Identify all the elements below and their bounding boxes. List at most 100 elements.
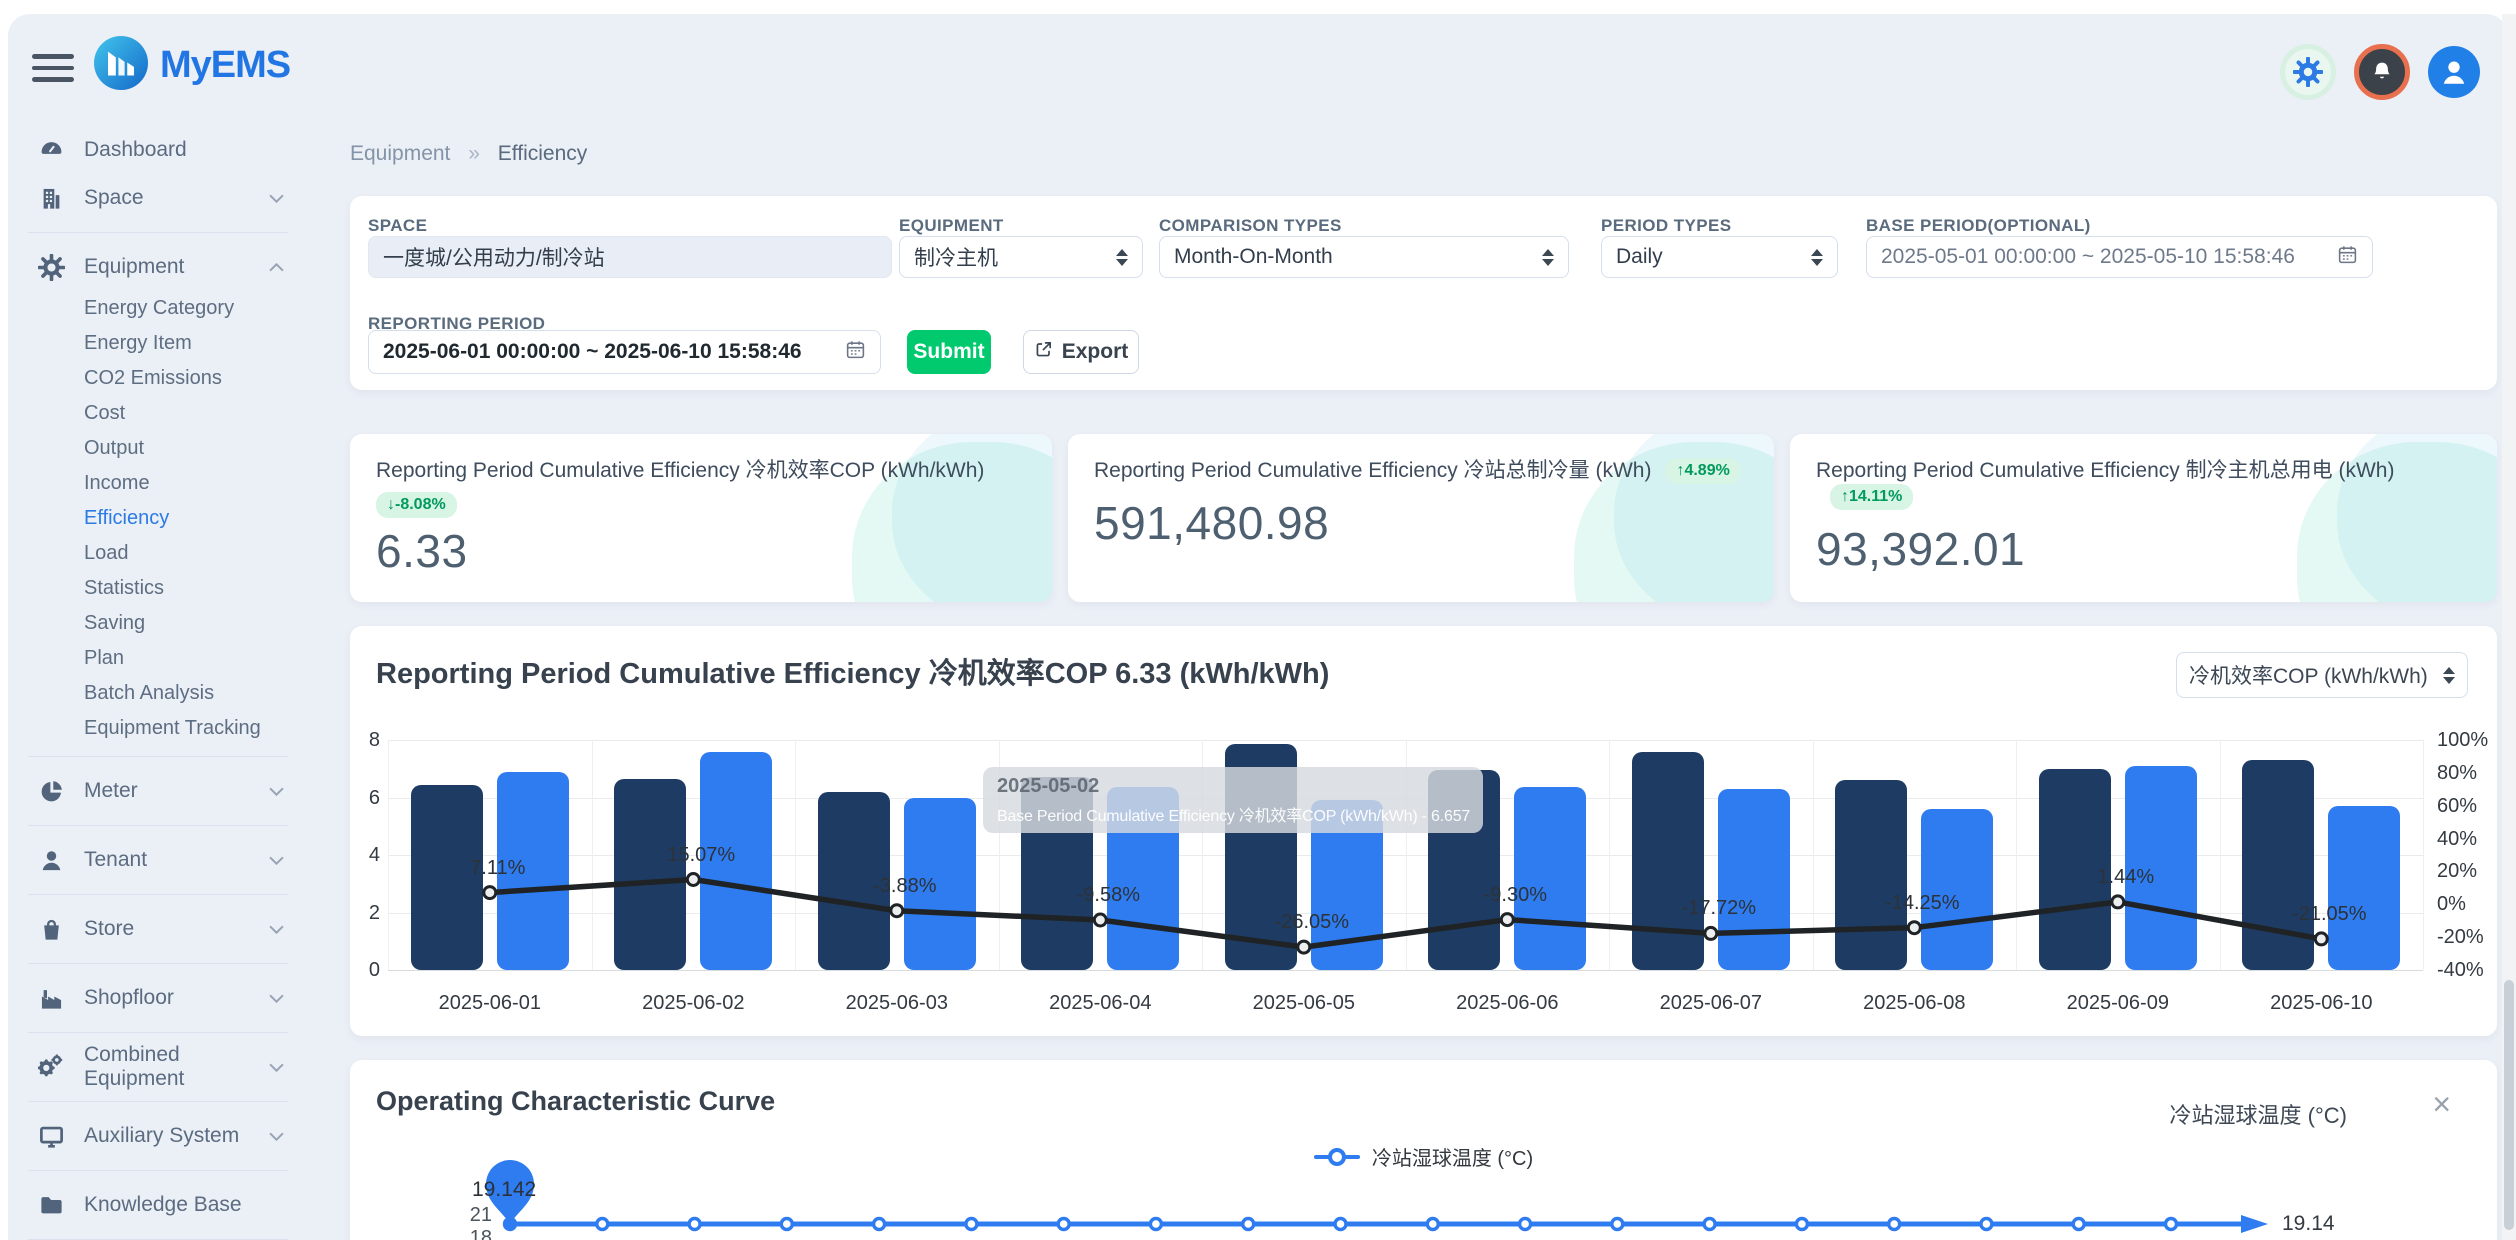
- curve-marker: [1704, 1219, 1715, 1230]
- curve-ytick-18: 18: [458, 1227, 492, 1240]
- sidebar-divider: [28, 963, 288, 964]
- curve-marker: [1427, 1219, 1438, 1230]
- sidebar-subitem-statistics[interactable]: Statistics: [8, 571, 308, 606]
- sidebar-subitem-cost[interactable]: Cost: [8, 396, 308, 431]
- submit-button[interactable]: Submit: [907, 330, 991, 374]
- y-axis-right-tick: 60%: [2437, 795, 2497, 818]
- user-avatar[interactable]: [2428, 46, 2480, 98]
- sidebar-nav: Dashboard Space Equipment Energy CategoryEn…: [8, 114, 308, 1240]
- x-axis-label: 2025-06-08: [1829, 992, 1999, 1015]
- space-label: SPACE: [368, 216, 427, 236]
- reporting-period-input[interactable]: 2025-06-01 00:00:00 ~ 2025-06-10 15:58:4…: [368, 330, 881, 374]
- sidebar-subitem-income[interactable]: Income: [8, 466, 308, 501]
- line-value-label: 1.44%: [2056, 866, 2196, 889]
- sidebar-item-tenant[interactable]: Tenant: [8, 836, 308, 884]
- reporting-period-value: 2025-06-01 00:00:00 ~ 2025-06-10 15:58:4…: [383, 340, 845, 364]
- breadcrumb-equipment[interactable]: Equipment: [350, 142, 450, 165]
- y-axis-right-tick: 20%: [2437, 860, 2497, 883]
- topbar-actions: [2280, 44, 2480, 100]
- operating-curve-panel: Operating Characteristic Curve 冷站湿球温度 (°…: [350, 1060, 2497, 1240]
- line-marker: [687, 874, 699, 886]
- sidebar-subitem-efficiency[interactable]: Efficiency: [8, 501, 308, 536]
- chart-title: Reporting Period Cumulative Efficiency 冷…: [376, 650, 1329, 692]
- sidebar-divider: [28, 1101, 288, 1102]
- sidebar-item-space[interactable]: Space: [8, 174, 308, 222]
- sidebar-subitem-output[interactable]: Output: [8, 431, 308, 466]
- gridline-vertical: [2423, 740, 2424, 970]
- sidebar-subitem-load[interactable]: Load: [8, 536, 308, 571]
- page-scrollbar-thumb[interactable]: [2504, 980, 2514, 1230]
- sidebar-subitem-co2-emissions[interactable]: CO2 Emissions: [8, 361, 308, 396]
- comparison-select[interactable]: Month-On-Month: [1159, 236, 1569, 278]
- sidebar-item-combined-equipment[interactable]: Combined Equipment: [8, 1043, 308, 1091]
- line-marker: [1908, 922, 1920, 934]
- curve-marker: [1243, 1219, 1254, 1230]
- sidebar-item-label: Shopfloor: [84, 986, 174, 1010]
- chart-metric-select[interactable]: 冷机效率COP (kWh/kWh): [2176, 652, 2468, 698]
- space-input[interactable]: 一度城/公用动力/制冷站: [368, 236, 892, 278]
- chevron-down-icon: [269, 856, 284, 865]
- export-button[interactable]: Export: [1023, 330, 1139, 374]
- hamburger-menu-icon[interactable]: [32, 54, 74, 84]
- sidebar-subitem-plan[interactable]: Plan: [8, 641, 308, 676]
- sidebar-subitem-batch-analysis[interactable]: Batch Analysis: [8, 676, 308, 711]
- line-marker: [2315, 933, 2327, 945]
- x-axis-label: 2025-06-05: [1219, 992, 1389, 1015]
- curve-marker: [874, 1219, 885, 1230]
- dashboard-icon: [38, 137, 65, 164]
- settings-gear-icon[interactable]: [2280, 44, 2336, 100]
- curve-marker: [597, 1219, 608, 1230]
- sidebar-divider: [28, 756, 288, 757]
- sidebar-item-store[interactable]: Store: [8, 905, 308, 953]
- sidebar-item-label: Equipment: [84, 255, 184, 279]
- sidebar-divider: [28, 1032, 288, 1033]
- sidebar-subitem-label: Batch Analysis: [84, 682, 214, 705]
- chevron-down-icon: [269, 1132, 284, 1141]
- knowledge-icon: [38, 1192, 65, 1219]
- sidebar-item-label: Dashboard: [84, 138, 187, 162]
- sidebar-subitem-label: Plan: [84, 647, 124, 670]
- equipment-select[interactable]: 制冷主机: [899, 236, 1143, 278]
- line-marker: [484, 887, 496, 899]
- sidebar-item-dashboard[interactable]: Dashboard: [8, 126, 308, 174]
- sidebar-subitem-equipment-tracking[interactable]: Equipment Tracking: [8, 711, 308, 746]
- curve-end-label: 19.14: [2282, 1212, 2335, 1236]
- auxiliary-icon: [38, 1123, 65, 1150]
- sidebar-divider: [28, 1170, 288, 1171]
- period-types-select[interactable]: Daily: [1601, 236, 1838, 278]
- y-axis-right-tick: 40%: [2437, 828, 2497, 851]
- sidebar-item-meter[interactable]: Meter: [8, 767, 308, 815]
- curve-marker: [1889, 1219, 1900, 1230]
- sidebar-subitem-saving[interactable]: Saving: [8, 606, 308, 641]
- x-axis-label: 2025-06-03: [812, 992, 982, 1015]
- sidebar-subitem-energy-item[interactable]: Energy Item: [8, 326, 308, 361]
- line-value-label: -17.72%: [1649, 897, 1789, 920]
- curve-first-point-label: 19.142: [472, 1178, 536, 1202]
- notifications-bell-icon[interactable]: [2354, 44, 2410, 100]
- line-marker: [891, 905, 903, 917]
- line-value-label: -14.25%: [1852, 892, 1992, 915]
- sidebar-item-equipment[interactable]: Equipment: [8, 243, 308, 291]
- sidebar-subitem-label: Saving: [84, 612, 145, 635]
- period-types-label: PERIOD TYPES: [1601, 216, 1731, 236]
- line-value-label: -21.05%: [2259, 903, 2399, 926]
- y-axis-left-tick: 2: [352, 902, 380, 925]
- sidebar-item-shopfloor[interactable]: Shopfloor: [8, 974, 308, 1022]
- sidebar-item-auxiliary-system[interactable]: Auxiliary System: [8, 1112, 308, 1160]
- stat-value: 591,480.98: [1094, 496, 1748, 550]
- base-period-input[interactable]: 2025-05-01 00:00:00 ~ 2025-05-10 15:58:4…: [1866, 236, 2373, 278]
- gridline-horizontal: [388, 970, 2423, 971]
- brand-logo[interactable]: MyEMS: [94, 36, 290, 95]
- sidebar-item-label: Auxiliary System: [84, 1124, 239, 1148]
- sidebar-subitem-label: Income: [84, 472, 150, 495]
- sidebar-divider: [28, 232, 288, 233]
- y-axis-left-tick: 0: [352, 959, 380, 982]
- sidebar-subitem-energy-category[interactable]: Energy Category: [8, 291, 308, 326]
- select-caret-icon: [1811, 249, 1823, 266]
- sidebar-divider: [28, 825, 288, 826]
- line-value-label: 15.07%: [631, 844, 771, 867]
- base-period-value: 2025-05-01 00:00:00 ~ 2025-05-10 15:58:4…: [1881, 245, 2337, 269]
- line-marker: [2112, 896, 2124, 908]
- line-marker: [1501, 914, 1513, 926]
- sidebar-item-knowledge-base[interactable]: Knowledge Base: [8, 1181, 308, 1229]
